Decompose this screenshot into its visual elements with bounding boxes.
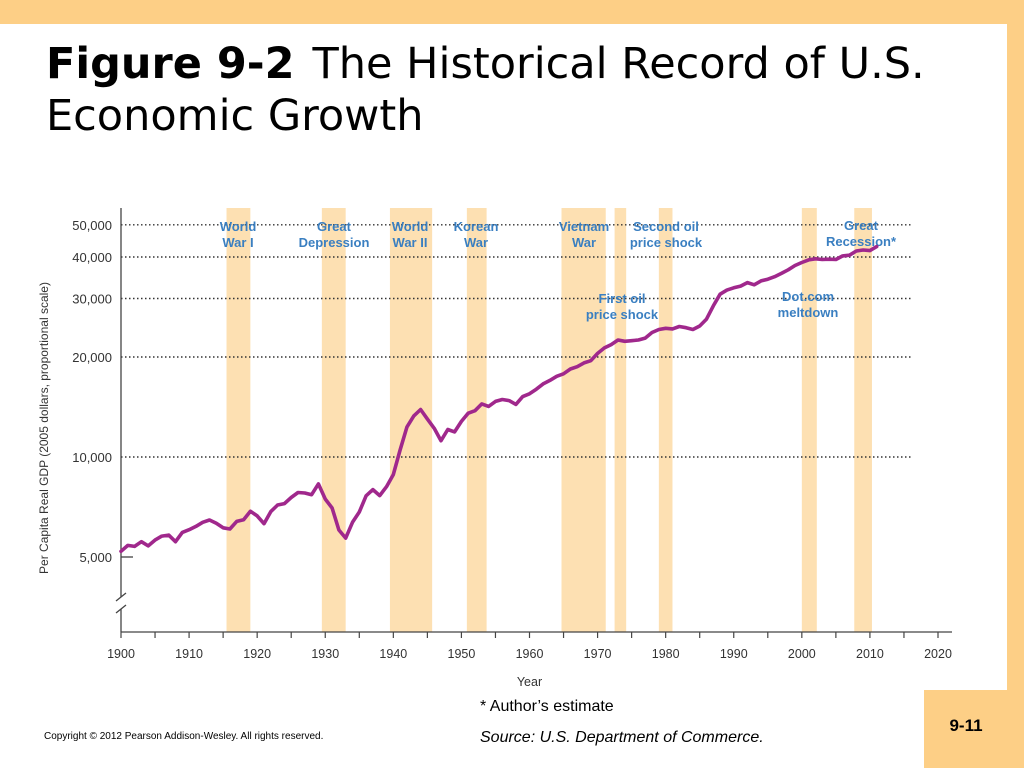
- slide-title: Figure 9-2 The Historical Record of U.S. …: [46, 38, 946, 142]
- x-axis-label: Year: [517, 675, 542, 689]
- period-band: [321, 208, 346, 632]
- gdp-line: [119, 244, 879, 554]
- period-band: [854, 208, 872, 632]
- y-axis-label: Per Capita Real GDP (2005 dollars, propo…: [37, 282, 51, 574]
- y-tick-label: 10,000: [72, 450, 112, 465]
- event-label: War I: [222, 235, 253, 250]
- axis-break-mark: [115, 592, 127, 602]
- copyright-notice: Copyright © 2012 Pearson Addison-Wesley.…: [44, 731, 324, 742]
- event-label: War II: [393, 235, 428, 250]
- event-label: First oil: [599, 291, 646, 306]
- x-tick-label: 1940: [379, 647, 407, 661]
- event-label: Great: [317, 219, 352, 234]
- x-tick-label: 1900: [107, 647, 135, 661]
- y-tick-label: 5,000: [79, 550, 112, 565]
- x-tick-label: 1920: [243, 647, 271, 661]
- event-label: price shock: [630, 235, 703, 250]
- x-tick-label: 1910: [175, 647, 203, 661]
- event-label: War: [572, 235, 596, 250]
- figure-number: Figure 9-2: [46, 39, 295, 89]
- period-band: [226, 208, 251, 632]
- period-band: [801, 208, 817, 632]
- y-tick-label: 20,000: [72, 350, 112, 365]
- x-tick-label: 1980: [652, 647, 680, 661]
- event-label: Dot.com: [782, 289, 834, 304]
- y-tick-label: 40,000: [72, 250, 112, 265]
- top-accent-bar: [0, 0, 1024, 24]
- event-label: price shock: [586, 307, 659, 322]
- period-band: [658, 208, 673, 632]
- x-tick-label: 2020: [924, 647, 952, 661]
- event-label: Second oil: [633, 219, 699, 234]
- x-tick-label: 1960: [516, 647, 544, 661]
- page-number-box: 9-11: [924, 690, 1024, 768]
- event-label: Vietnam: [559, 219, 609, 234]
- event-label: meltdown: [778, 305, 839, 320]
- x-tick-label: 1950: [448, 647, 476, 661]
- y-tick-label: 30,000: [72, 292, 112, 307]
- x-tick-label: 1990: [720, 647, 748, 661]
- event-label: Depression: [299, 235, 370, 250]
- event-label: Korean: [454, 219, 499, 234]
- page-number: 9-11: [949, 716, 983, 735]
- event-label: Great: [844, 218, 879, 233]
- source-note: Source: U.S. Department of Commerce.: [480, 729, 764, 746]
- event-label: World: [220, 219, 257, 234]
- event-label: Recession*: [826, 234, 897, 249]
- period-band: [466, 208, 487, 632]
- figure-title: The Historical Record of U.S. Economic G…: [46, 39, 925, 141]
- period-band: [561, 208, 606, 632]
- x-tick-label: 1970: [584, 647, 612, 661]
- event-label: World: [392, 219, 429, 234]
- x-tick-label: 2000: [788, 647, 816, 661]
- footnote: * Author’s estimate: [480, 698, 614, 715]
- y-tick-label: 50,000: [72, 218, 112, 233]
- axis-break-mark: [115, 604, 127, 614]
- x-tick-label: 1930: [311, 647, 339, 661]
- economic-growth-chart: 1900 1910 1920 1930 1940 1950 1960 1970 1980 1990…: [37, 208, 952, 689]
- period-band: [614, 208, 627, 632]
- event-label: War: [464, 235, 488, 250]
- x-tick-label: 2010: [856, 647, 884, 661]
